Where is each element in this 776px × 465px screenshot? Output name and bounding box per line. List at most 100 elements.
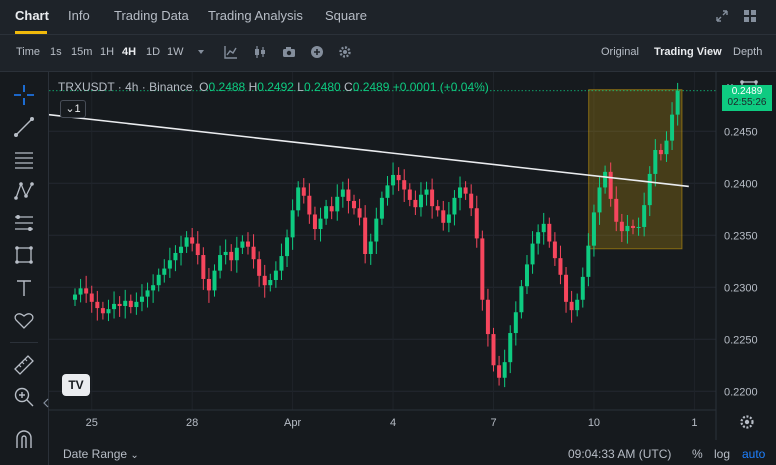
candle-body bbox=[441, 210, 446, 223]
candle-body bbox=[391, 174, 396, 186]
candle-body bbox=[530, 243, 535, 265]
auto-toggle[interactable]: auto bbox=[742, 447, 766, 461]
add-indicator-icon[interactable] bbox=[310, 45, 324, 59]
candle-body bbox=[128, 300, 133, 308]
log-toggle[interactable]: log bbox=[714, 447, 731, 461]
candle-body bbox=[580, 276, 585, 300]
candle-body bbox=[285, 237, 290, 257]
view-original[interactable]: Original bbox=[601, 46, 639, 58]
heart-icon[interactable] bbox=[13, 310, 35, 332]
indicator-collapse-button[interactable]: ⌄1 bbox=[60, 100, 86, 118]
low-value: 0.2480 bbox=[303, 80, 341, 94]
time-tick: 7 bbox=[490, 417, 496, 429]
view-trading-view[interactable]: Trading View bbox=[654, 46, 722, 58]
chevron-down-icon: ⌄ bbox=[130, 450, 139, 461]
candle-body bbox=[524, 264, 529, 287]
candle-body bbox=[424, 189, 429, 195]
camera-icon[interactable] bbox=[282, 45, 296, 59]
time-label: Time bbox=[16, 46, 41, 58]
tradingview-logo[interactable]: TV bbox=[62, 374, 90, 396]
candle-body bbox=[402, 180, 407, 190]
candle-body bbox=[513, 312, 518, 334]
candle-body bbox=[290, 210, 295, 238]
drawing-toolbar bbox=[0, 72, 49, 465]
candle-body bbox=[212, 270, 217, 291]
candle-body bbox=[223, 251, 228, 256]
trend-line[interactable] bbox=[49, 113, 689, 188]
tab-info[interactable]: Info bbox=[68, 8, 90, 23]
candle-body bbox=[190, 237, 195, 244]
candle-body bbox=[614, 198, 619, 222]
open-value: 0.2488 bbox=[208, 80, 246, 94]
tab-chart[interactable]: Chart bbox=[15, 8, 49, 23]
candle-type-icon[interactable] bbox=[253, 45, 267, 59]
magnet-icon[interactable] bbox=[13, 428, 35, 450]
price-tick: 0.2250 bbox=[724, 334, 758, 346]
candle-body bbox=[480, 238, 485, 300]
percent-toggle[interactable]: % bbox=[692, 447, 703, 461]
last-price-label: 0.2489 02:55:26 bbox=[722, 84, 772, 111]
candle-body bbox=[324, 206, 329, 219]
candle-body bbox=[123, 300, 128, 306]
interval-1w[interactable]: 1W bbox=[167, 46, 184, 58]
candle-body bbox=[374, 218, 379, 242]
candle-body bbox=[78, 288, 83, 295]
interval-1d[interactable]: 1D bbox=[146, 46, 161, 58]
indicator-chart-icon[interactable] bbox=[224, 45, 238, 59]
tab-square[interactable]: Square bbox=[325, 8, 367, 23]
highlight-rectangle[interactable] bbox=[588, 89, 683, 250]
fib-retracement-icon[interactable] bbox=[13, 212, 35, 234]
crosshair-icon[interactable] bbox=[13, 84, 35, 106]
top-tab-bar: Chart Info Trading Data Trading Analysis… bbox=[0, 0, 776, 35]
ruler-icon[interactable] bbox=[13, 354, 35, 376]
symbol-label[interactable]: TRXUSDT · 4h · Binance bbox=[58, 80, 193, 94]
candle-body bbox=[167, 260, 172, 269]
horizontal-lines-icon[interactable] bbox=[13, 148, 35, 170]
interval-4h[interactable]: 4H bbox=[122, 46, 137, 58]
interval-1s[interactable]: 1s bbox=[50, 46, 62, 58]
candle-body bbox=[145, 290, 150, 297]
utc-clock[interactable]: 09:04:33 AM (UTC) bbox=[568, 447, 672, 461]
candle-body bbox=[234, 247, 239, 261]
view-depth[interactable]: Depth bbox=[733, 46, 763, 58]
candle-body bbox=[463, 187, 468, 194]
candle-body bbox=[519, 286, 524, 313]
time-axis[interactable]: 25 28 Apr 4 7 10 1 bbox=[49, 72, 776, 440]
settings-gear-icon[interactable] bbox=[338, 45, 352, 59]
candle-body bbox=[184, 237, 189, 247]
candle-body bbox=[497, 365, 502, 378]
text-tool-icon[interactable] bbox=[13, 277, 35, 299]
chart-toolbar: Time 1s 15m 1H 4H 1D 1W Original Trading… bbox=[0, 35, 776, 72]
interval-1h[interactable]: 1H bbox=[100, 46, 115, 58]
expand-icon[interactable] bbox=[714, 9, 730, 25]
tab-trading-analysis[interactable]: Trading Analysis bbox=[208, 8, 303, 23]
candle-body bbox=[357, 208, 362, 218]
candle-body bbox=[491, 334, 496, 366]
price-tick: 0.2400 bbox=[724, 178, 758, 190]
zoom-in-icon[interactable] bbox=[13, 386, 35, 408]
candle-body bbox=[352, 200, 356, 209]
date-range-button[interactable]: Date Range ⌄ bbox=[63, 447, 139, 461]
pattern-icon[interactable] bbox=[13, 180, 35, 202]
interval-dropdown-icon[interactable] bbox=[196, 45, 210, 59]
candle-body bbox=[458, 187, 463, 198]
candle-body bbox=[229, 251, 234, 261]
candle-body bbox=[485, 299, 490, 335]
candle-body bbox=[636, 226, 641, 228]
trend-line-icon[interactable] bbox=[13, 116, 35, 138]
rectangle-icon[interactable] bbox=[13, 244, 35, 266]
candle-body bbox=[502, 362, 507, 378]
tab-trading-data[interactable]: Trading Data bbox=[114, 8, 189, 23]
candle-body bbox=[206, 278, 211, 291]
time-tick: 10 bbox=[588, 417, 600, 429]
candle-body bbox=[106, 309, 111, 314]
chart-settings-icon[interactable] bbox=[740, 415, 754, 429]
collapse-toolbar-icon[interactable] bbox=[43, 398, 49, 408]
grid-layout-icon[interactable] bbox=[742, 9, 758, 25]
candle-body bbox=[569, 301, 574, 311]
candle-body bbox=[201, 255, 206, 279]
price-axis[interactable]: 0.2450 0.2400 0.2350 0.2300 0.2250 0.2200 bbox=[716, 72, 776, 440]
interval-15m[interactable]: 15m bbox=[71, 46, 93, 58]
low-label: L bbox=[297, 80, 304, 94]
